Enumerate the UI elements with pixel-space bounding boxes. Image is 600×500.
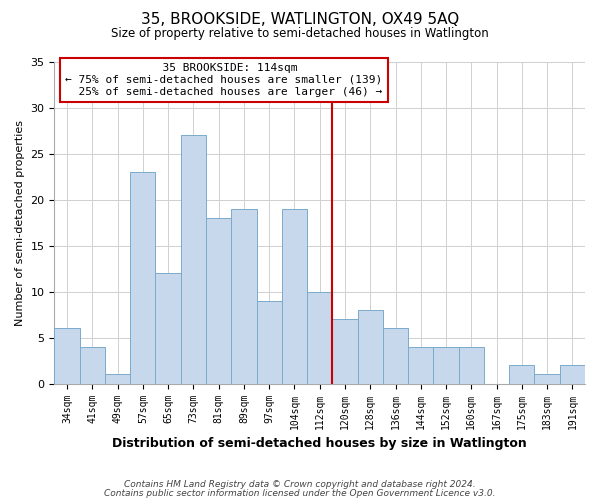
Bar [408,347,433,384]
Bar [155,273,181,384]
Text: Contains public sector information licensed under the Open Government Licence v3: Contains public sector information licen… [104,488,496,498]
Bar [332,320,358,384]
Text: 35, BROOKSIDE, WATLINGTON, OX49 5AQ: 35, BROOKSIDE, WATLINGTON, OX49 5AQ [141,12,459,28]
Bar [55,328,80,384]
Text: 35 BROOKSIDE: 114sqm
← 75% of semi-detached houses are smaller (139)
  25% of se: 35 BROOKSIDE: 114sqm ← 75% of semi-detac… [65,64,382,96]
Bar [130,172,155,384]
Text: Size of property relative to semi-detached houses in Watlington: Size of property relative to semi-detach… [111,28,489,40]
Bar [181,135,206,384]
Bar [433,347,458,384]
Bar [509,366,535,384]
Bar [231,209,257,384]
Bar [458,347,484,384]
Bar [383,328,408,384]
Bar [105,374,130,384]
Bar [358,310,383,384]
Bar [535,374,560,384]
Bar [257,301,282,384]
Bar [307,292,332,384]
Text: Contains HM Land Registry data © Crown copyright and database right 2024.: Contains HM Land Registry data © Crown c… [124,480,476,489]
Bar [560,366,585,384]
Bar [282,209,307,384]
Y-axis label: Number of semi-detached properties: Number of semi-detached properties [15,120,25,326]
Bar [80,347,105,384]
Bar [206,218,231,384]
X-axis label: Distribution of semi-detached houses by size in Watlington: Distribution of semi-detached houses by … [112,437,527,450]
